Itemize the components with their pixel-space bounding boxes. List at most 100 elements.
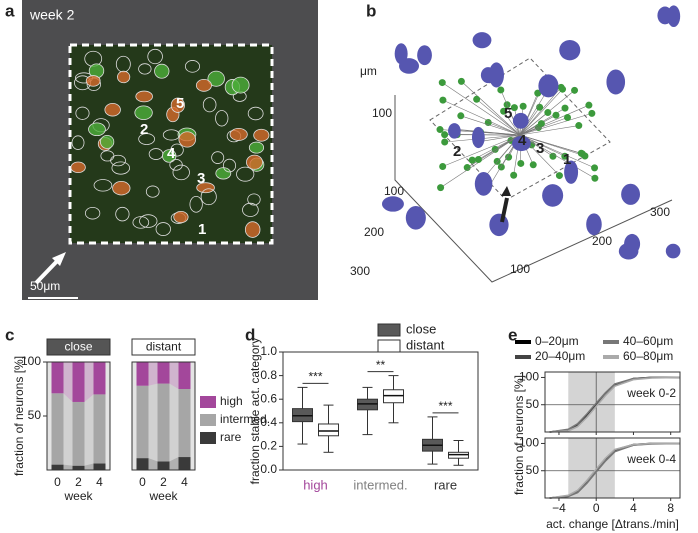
bar-segment xyxy=(51,393,64,465)
bar-segment xyxy=(178,362,191,389)
x-tick-label: 4 xyxy=(630,501,637,515)
x-tick-label: 2 xyxy=(160,475,167,489)
legend-swatch xyxy=(200,396,216,408)
flow xyxy=(169,362,179,389)
bar-segment xyxy=(178,457,191,470)
y-tick-label: 0.0 xyxy=(260,462,277,476)
flow xyxy=(84,394,94,466)
synapse xyxy=(529,161,537,169)
synapse xyxy=(555,172,563,180)
facet-title: week 0-4 xyxy=(626,452,676,466)
significance: ** xyxy=(376,358,386,372)
soma xyxy=(489,213,509,237)
process xyxy=(519,117,568,136)
arrow-head xyxy=(501,186,511,196)
flow xyxy=(84,362,94,402)
cell xyxy=(154,63,170,79)
y-tick-label: 0.8 xyxy=(260,368,277,382)
bar-segment xyxy=(51,464,64,470)
cell xyxy=(246,154,263,170)
bar-segment xyxy=(136,385,149,459)
cell-label: 5 xyxy=(504,105,512,122)
cell-label: 2 xyxy=(453,143,461,160)
x-tick-label: 4 xyxy=(181,475,188,489)
process xyxy=(519,107,540,136)
box xyxy=(318,423,339,437)
cell xyxy=(231,76,250,94)
process xyxy=(478,134,521,160)
legend-label: 0–20μm xyxy=(535,334,579,348)
synapse xyxy=(457,112,465,120)
cell xyxy=(247,106,264,121)
synapse xyxy=(517,159,525,167)
legend-label: 60–80μm xyxy=(623,349,673,363)
legend-swatch xyxy=(200,432,216,444)
x-tick-label: 0 xyxy=(139,475,146,489)
legend-label: 40–60μm xyxy=(623,334,673,348)
y-tick-label: 0.2 xyxy=(260,439,277,453)
bar-segment xyxy=(178,389,191,458)
soma xyxy=(417,45,432,66)
y-axis-label: fraction of neurons [%] xyxy=(12,356,26,476)
bar-segment xyxy=(72,465,85,470)
legend-label: close xyxy=(406,321,436,336)
cell xyxy=(200,188,217,206)
x-axis-label: week xyxy=(148,489,178,503)
soma xyxy=(512,135,531,152)
synapse xyxy=(577,149,585,157)
group-header xyxy=(131,338,196,356)
panel-letter: e xyxy=(508,325,517,344)
panel-letter: b xyxy=(366,1,376,20)
scale-label: 50μm xyxy=(30,279,60,293)
significance: *** xyxy=(308,370,322,384)
synapse xyxy=(537,120,545,128)
synapse xyxy=(441,131,449,139)
cell xyxy=(138,63,152,75)
z-tick-label: 100 xyxy=(372,106,392,120)
synapse xyxy=(552,111,560,119)
synapse xyxy=(457,77,465,85)
process xyxy=(519,104,590,136)
group-title: distant xyxy=(146,340,182,354)
cell xyxy=(110,154,126,167)
cdf-line xyxy=(549,376,681,433)
bar-segment xyxy=(72,362,85,402)
y-tick-label: 200 xyxy=(592,234,612,248)
legend-label: intermed. xyxy=(220,412,270,426)
cell xyxy=(247,193,261,206)
soma xyxy=(624,233,641,254)
bar-segment xyxy=(157,383,170,462)
cell-label: 2 xyxy=(140,121,148,138)
cell xyxy=(70,161,86,174)
process xyxy=(519,113,592,136)
process xyxy=(454,134,521,136)
process xyxy=(519,88,563,136)
cell xyxy=(244,221,261,238)
cell xyxy=(88,122,106,137)
cell xyxy=(229,127,248,141)
x-tick-label: 0 xyxy=(54,475,61,489)
cell xyxy=(111,161,131,175)
cell xyxy=(189,195,203,213)
synapse xyxy=(439,96,447,104)
cell xyxy=(170,97,185,113)
x-axis-label: week xyxy=(63,489,93,503)
axes-frame xyxy=(131,361,196,471)
cdf-line xyxy=(549,376,680,433)
cell xyxy=(236,166,255,182)
soma xyxy=(398,58,419,74)
cell xyxy=(117,70,131,84)
cell-label: 3 xyxy=(536,140,544,157)
soma xyxy=(667,5,681,28)
cell xyxy=(115,206,130,222)
cell xyxy=(178,131,197,148)
synapse xyxy=(510,104,518,112)
x-tick-label: 100 xyxy=(384,184,404,198)
synapse xyxy=(534,89,542,97)
flow xyxy=(148,362,158,386)
z-axis-label: μm xyxy=(360,64,377,78)
cell xyxy=(253,128,270,142)
x-tick-label: −4 xyxy=(552,501,566,515)
synapse xyxy=(591,174,599,182)
process xyxy=(519,134,595,169)
